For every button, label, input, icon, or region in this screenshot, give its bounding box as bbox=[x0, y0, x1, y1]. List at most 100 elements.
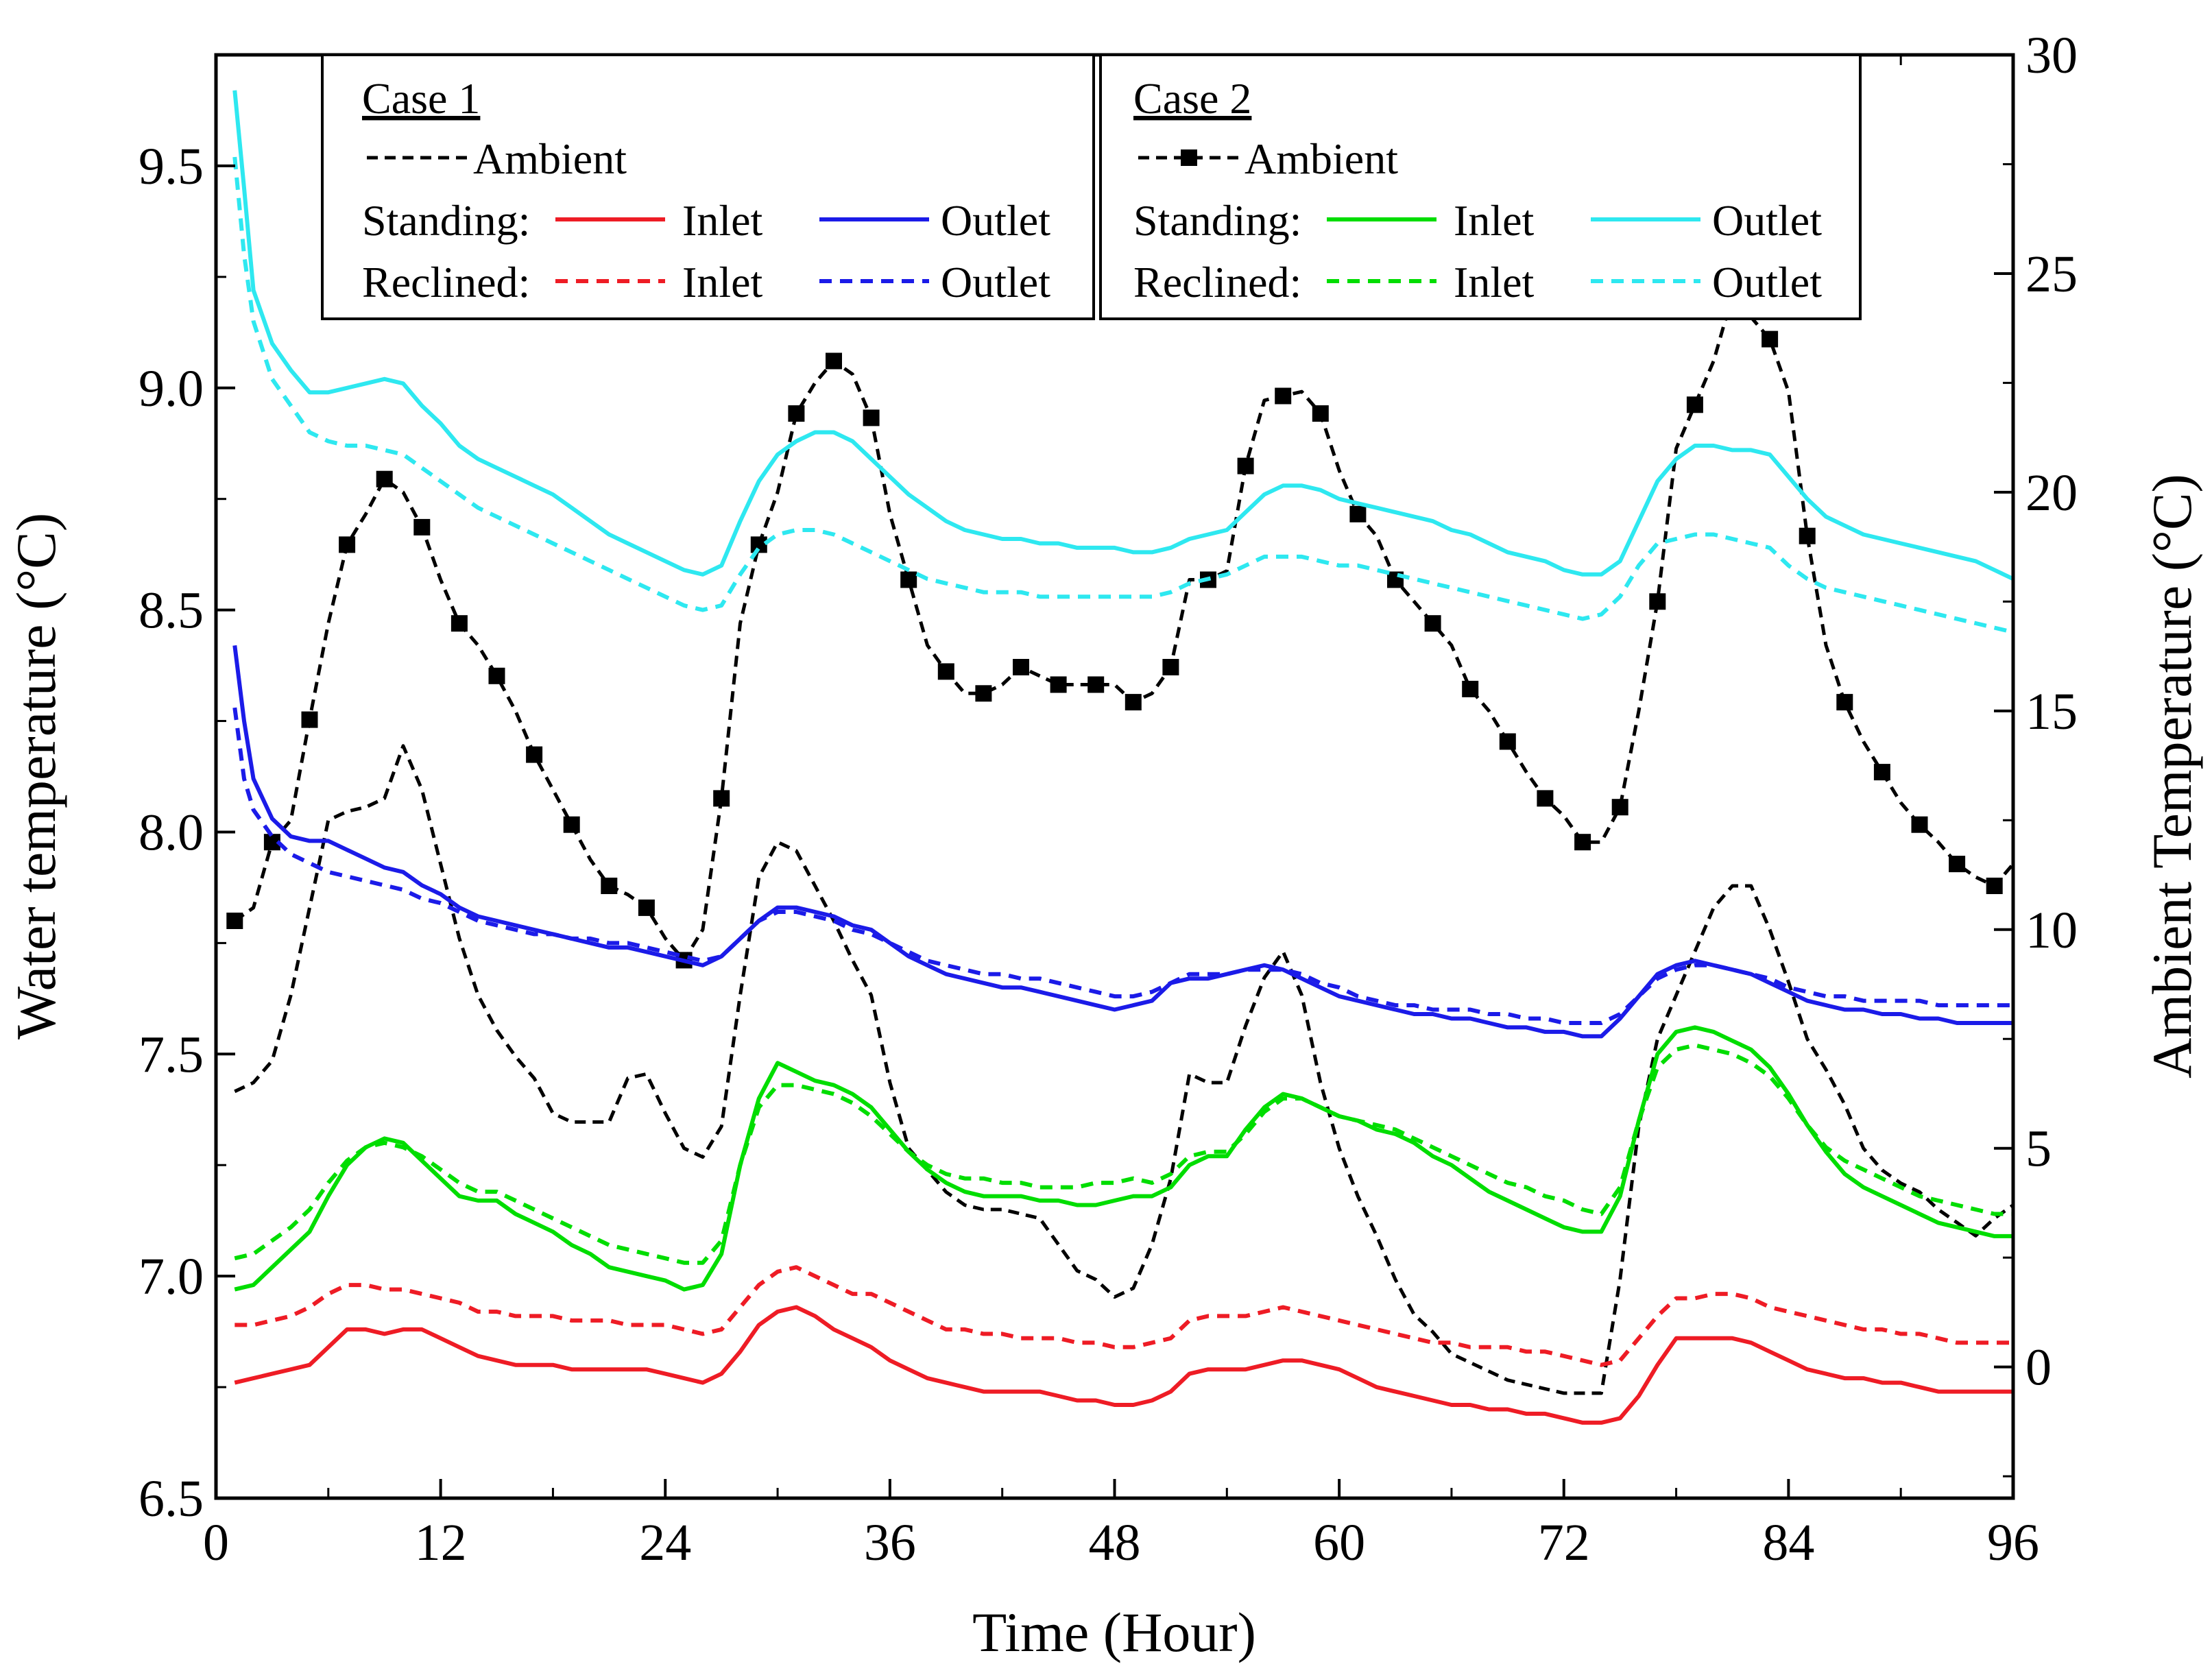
y-tick-label: 9.0 bbox=[139, 360, 204, 418]
series-point-case-2-ambient bbox=[1799, 527, 1816, 544]
series-line-case-1-reclined-inlet bbox=[235, 1265, 2013, 1367]
series-point-case-2-ambient bbox=[1649, 593, 1666, 610]
series-point-case-2-ambient bbox=[450, 615, 468, 632]
legend-case1-standing-inlet-label: Inlet bbox=[682, 196, 763, 245]
series-point-case-2-ambient bbox=[563, 816, 580, 833]
series-point-case-2-ambient bbox=[601, 878, 618, 894]
legend-case2-reclined-inlet-label: Inlet bbox=[1454, 258, 1535, 306]
y-tick-label: 8.0 bbox=[139, 804, 204, 861]
series-line-case-2-standing-outlet bbox=[232, 90, 2013, 581]
legend-case1-title: Case 1 bbox=[362, 74, 480, 123]
legend-case2-reclined-label: Reclined: bbox=[1133, 258, 1301, 306]
x-tick-label: 84 bbox=[1762, 1514, 1814, 1572]
series-point-case-2-ambient bbox=[937, 663, 954, 680]
series-point-case-2-ambient bbox=[863, 409, 880, 426]
x-axis-title: Time (Hour) bbox=[972, 1601, 1256, 1663]
y-tick-label: 7.5 bbox=[139, 1026, 204, 1083]
legend-case2-standing-outlet-label: Outlet bbox=[1712, 196, 1822, 245]
series-point-case-2-ambient bbox=[488, 667, 505, 684]
y-tick-label: 8.5 bbox=[139, 582, 204, 640]
series-point-case-2-ambient bbox=[1162, 659, 1179, 675]
series-point-case-2-ambient bbox=[1686, 396, 1703, 413]
y2-tick-label: 20 bbox=[2025, 464, 2078, 522]
y2-tick-label: 10 bbox=[2025, 902, 2078, 959]
series-layer bbox=[226, 90, 2013, 1425]
y-tick-label: 7.0 bbox=[139, 1248, 204, 1305]
series-point-case-2-ambient bbox=[826, 352, 842, 370]
legend-case2-ambient-label: Ambient bbox=[1245, 134, 1398, 183]
series-point-case-2-ambient bbox=[1986, 878, 2003, 894]
series-point-case-2-ambient bbox=[1949, 856, 1966, 873]
x-tick-label: 72 bbox=[1538, 1514, 1590, 1572]
series-point-case-2-ambient bbox=[1050, 676, 1067, 693]
y2-tick-label: 15 bbox=[2025, 683, 2078, 741]
x-tick-label: 60 bbox=[1313, 1514, 1365, 1572]
legend-case2-reclined-outlet-label: Outlet bbox=[1712, 258, 1822, 306]
x-tick-label: 96 bbox=[1987, 1514, 2039, 1572]
y2-tick-label: 30 bbox=[2025, 27, 2078, 84]
series-line-case-1-reclined-outlet bbox=[232, 707, 2013, 1025]
series-line-case-2-reclined-outlet bbox=[232, 156, 2013, 634]
legend-case2-standing-inlet-label: Inlet bbox=[1454, 196, 1535, 245]
series-point-case-2-ambient bbox=[900, 571, 917, 588]
legend-case1-ambient-label: Ambient bbox=[473, 134, 627, 183]
legend-case2-standing-label: Standing: bbox=[1133, 196, 1301, 245]
legend-case1-standing-label: Standing: bbox=[362, 196, 530, 245]
legend-case1: Case 1 Ambient Standing: Inlet Outlet Re… bbox=[321, 53, 1095, 320]
series-line-case-1-standing-inlet bbox=[234, 1305, 2013, 1425]
series-point-case-2-ambient bbox=[376, 470, 393, 488]
series-line-case-2-standing-inlet bbox=[234, 1025, 2013, 1292]
series-point-case-2-ambient bbox=[1087, 676, 1105, 693]
y2-tick-label: 25 bbox=[2025, 245, 2078, 303]
series-point-case-2-ambient bbox=[226, 913, 243, 929]
series-point-case-2-ambient bbox=[713, 790, 730, 807]
series-point-case-2-ambient bbox=[1125, 694, 1142, 711]
legend-case2-ambient-marker bbox=[1181, 149, 1197, 166]
series-point-case-2-ambient bbox=[1275, 387, 1292, 405]
y-axis-title: Water temperature (°C) bbox=[5, 513, 67, 1039]
series-point-case-2-ambient bbox=[339, 536, 356, 553]
x-tick-label: 36 bbox=[864, 1514, 916, 1572]
series-point-case-2-ambient bbox=[1762, 330, 1779, 348]
series-point-case-2-ambient bbox=[1836, 694, 1853, 711]
legend-case2: Case 2 Ambient Standing: Inlet Outlet Re… bbox=[1099, 53, 1862, 320]
series-point-case-2-ambient bbox=[1911, 816, 1928, 833]
y2-tick-label: 5 bbox=[2025, 1120, 2052, 1178]
legend-case1-box bbox=[321, 53, 1095, 320]
series-point-case-2-ambient bbox=[1013, 659, 1029, 675]
series-point-case-2-ambient bbox=[638, 899, 655, 916]
series-point-case-2-ambient bbox=[1499, 733, 1516, 750]
series-point-case-2-ambient bbox=[526, 746, 543, 763]
legend-case2-box bbox=[1099, 53, 1862, 320]
series-point-case-2-ambient bbox=[1237, 457, 1254, 474]
series-point-case-2-ambient bbox=[301, 711, 318, 728]
series-line-case-1-standing-outlet bbox=[232, 645, 2013, 1039]
y-tick-label: 9.5 bbox=[139, 138, 204, 195]
series-line-case-2-reclined-inlet bbox=[234, 1043, 2013, 1265]
x-tick-label: 24 bbox=[639, 1514, 691, 1572]
y2-axis-title: Ambient Temperature (°C) bbox=[2141, 474, 2203, 1079]
series-point-case-2-ambient bbox=[1537, 790, 1554, 807]
series-point-case-2-ambient bbox=[1873, 764, 1890, 781]
legend-case1-reclined-label: Reclined: bbox=[362, 258, 530, 306]
x-tick-label: 48 bbox=[1089, 1514, 1141, 1572]
series-point-case-2-ambient bbox=[1349, 505, 1367, 522]
series-point-case-2-ambient bbox=[1462, 680, 1479, 697]
series-point-case-2-ambient bbox=[1574, 834, 1591, 851]
series-point-case-2-ambient bbox=[1424, 615, 1441, 632]
series-point-case-2-ambient bbox=[788, 405, 805, 422]
series-point-case-2-ambient bbox=[1611, 799, 1628, 816]
x-tick-label: 0 bbox=[203, 1514, 229, 1572]
legend-case1-reclined-outlet-label: Outlet bbox=[941, 258, 1050, 306]
series-point-case-2-ambient bbox=[413, 518, 431, 535]
legend-case2-title: Case 2 bbox=[1133, 74, 1251, 123]
y-tick-label: 6.5 bbox=[139, 1470, 204, 1528]
y2-tick-label: 0 bbox=[2025, 1339, 2052, 1397]
x-tick-label: 12 bbox=[415, 1514, 467, 1572]
legend-case1-reclined-inlet-label: Inlet bbox=[682, 258, 763, 306]
series-line-case-1-ambient bbox=[234, 744, 2013, 1395]
series-point-case-2-ambient bbox=[1312, 405, 1329, 422]
series-point-case-2-ambient bbox=[975, 685, 992, 702]
ticks-layer: 0 12 24 36 48 60 72 84 96 6.5 7.0 7.5 8.0 8.5 9.0 9.5 0 5… bbox=[139, 27, 2078, 1572]
